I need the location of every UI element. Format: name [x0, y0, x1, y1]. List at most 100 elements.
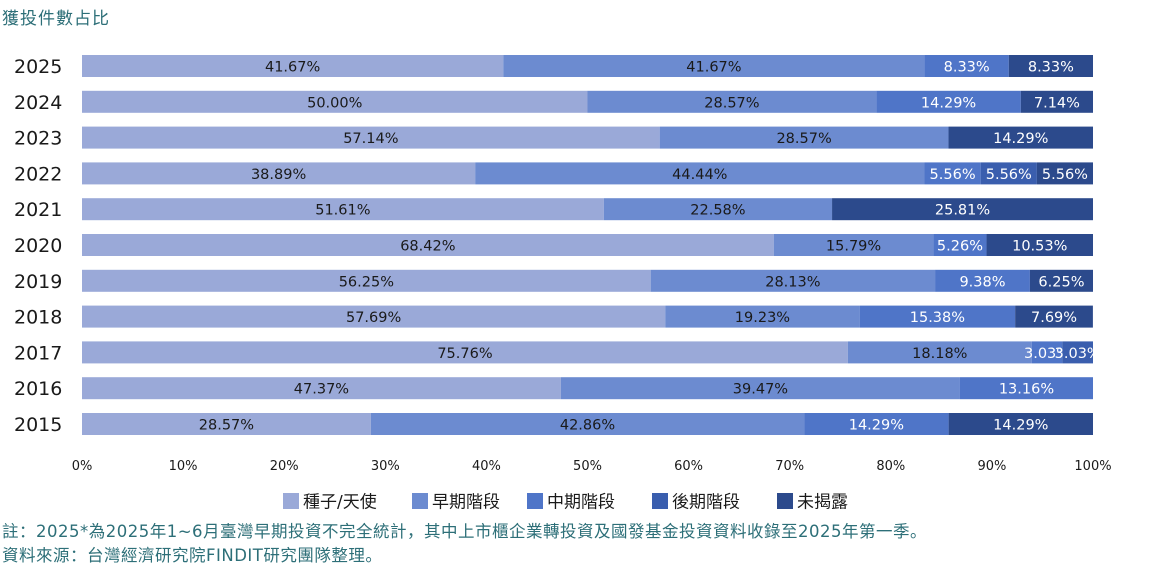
year-label-2025: 2025 — [14, 56, 62, 78]
bar-segment-2019-5 — [1029, 269, 1093, 292]
data-label-2021-1: 51.61% — [315, 203, 370, 219]
data-label-2020-2: 15.79% — [826, 239, 881, 255]
data-label-2018-3: 15.38% — [910, 310, 965, 326]
data-label-2020-3: 5.26% — [937, 239, 983, 255]
bar-segment-2022-5 — [1036, 162, 1093, 185]
data-label-2022-2: 44.44% — [672, 167, 727, 183]
data-label-2015-5: 14.29% — [993, 418, 1048, 434]
chart-title: 獲投件數占比 — [2, 9, 110, 29]
bar-segment-2024-3 — [876, 90, 1021, 113]
bar-segment-2015-2 — [370, 413, 805, 435]
data-label-2025-5: 8.33% — [1028, 60, 1074, 76]
bar-segment-2021-5 — [832, 198, 1093, 221]
year-label-2020: 2020 — [14, 235, 62, 257]
bar-segment-2018-5 — [1015, 305, 1093, 328]
bar-segment-2016-3 — [959, 377, 1093, 400]
x-tick-label: 0% — [72, 459, 93, 474]
bar-segment-2017-2 — [847, 341, 1032, 364]
data-label-2016-1: 47.37% — [294, 382, 349, 398]
x-tick-label: 10% — [169, 459, 198, 474]
data-label-2023-1: 57.14% — [343, 131, 398, 147]
data-label-2018-1: 57.69% — [346, 310, 401, 326]
data-label-2015-1: 28.57% — [199, 418, 254, 434]
bar-segment-2022-4 — [980, 162, 1037, 185]
bar-segment-2019-2 — [650, 269, 936, 292]
stacked-bar-chart: 2025 41.67% 41.67% 8.33% 8.33% 2024 50.00% 28.5… — [14, 55, 1112, 513]
data-label-2016-3: 13.16% — [999, 382, 1054, 398]
bar-segment-2020-2 — [773, 234, 934, 256]
data-label-2022-1: 38.89% — [251, 167, 306, 183]
x-tick-label: 30% — [371, 459, 400, 474]
legend-swatch-4 — [652, 493, 668, 509]
data-label-2024-2: 28.57% — [704, 95, 759, 111]
bar-segment-2018-3 — [859, 305, 1016, 328]
data-label-2019-2: 28.13% — [765, 274, 820, 290]
data-label-2025-1: 41.67% — [265, 60, 320, 76]
data-label-2022-4: 5.56% — [986, 167, 1032, 183]
x-tick-label: 80% — [876, 459, 905, 474]
bar-segment-2025-1 — [82, 55, 504, 77]
legend-swatch-3 — [527, 493, 543, 509]
legend-label-4: 後期階段 — [672, 493, 740, 513]
year-label-2019: 2019 — [14, 271, 62, 293]
legend-swatch-1 — [283, 493, 299, 509]
legend-label-3: 中期階段 — [547, 493, 615, 513]
bar-segment-2025-2 — [503, 55, 925, 77]
year-label-2023: 2023 — [14, 128, 62, 150]
data-label-2016-2: 39.47% — [733, 382, 788, 398]
x-tick-label: 40% — [472, 459, 501, 474]
bar-segment-2025-3 — [924, 55, 1009, 77]
year-label-2016: 2016 — [14, 378, 62, 400]
data-label-2018-2: 19.23% — [735, 310, 790, 326]
year-label-2021: 2021 — [14, 199, 62, 221]
bar-segment-2019-3 — [935, 269, 1030, 292]
year-label-2024: 2024 — [14, 92, 62, 114]
data-label-2017-1: 75.76% — [437, 346, 492, 362]
legend-swatch-5 — [777, 493, 793, 509]
bar-segment-2017-4 — [1062, 341, 1093, 364]
bar-segment-2023-2 — [659, 126, 949, 149]
x-tick-label: 60% — [674, 459, 703, 474]
data-source-note: 資料來源：台灣經濟研究院FINDIT研究團隊整理。 — [2, 546, 383, 565]
data-label-2018-5: 7.69% — [1031, 310, 1077, 326]
data-label-2024-5: 7.14% — [1034, 95, 1080, 111]
x-tick-label: 50% — [573, 459, 602, 474]
bar-segment-2015-3 — [804, 413, 949, 435]
bar-segment-2020-3 — [933, 234, 987, 256]
data-label-2019-1: 56.25% — [339, 274, 394, 290]
data-label-2022-3: 5.56% — [930, 167, 976, 183]
bar-segment-2017-1 — [82, 341, 848, 364]
data-label-2025-3: 8.33% — [944, 60, 990, 76]
bar-segment-2018-2 — [665, 305, 860, 328]
bar-segment-2015-5 — [948, 413, 1093, 435]
year-label-2018: 2018 — [14, 307, 62, 329]
data-label-2020-5: 10.53% — [1012, 239, 1067, 255]
bar-segment-2024-1 — [82, 90, 588, 113]
legend-label-2: 早期階段 — [432, 493, 500, 513]
bar-segment-2016-1 — [82, 377, 561, 400]
legend-label-1: 種子/天使 — [303, 492, 377, 513]
data-label-2023-5: 14.29% — [993, 131, 1048, 147]
data-label-2017-2: 18.18% — [912, 346, 967, 362]
bar-segment-2024-2 — [587, 90, 877, 113]
x-tick-label: 100% — [1074, 459, 1111, 474]
bar-segment-2022-3 — [924, 162, 981, 185]
year-label-2022: 2022 — [14, 163, 62, 185]
year-label-2015: 2015 — [14, 414, 62, 436]
data-label-2017-3: 3.03% — [1024, 346, 1070, 362]
bar-segment-2017-3 — [1031, 341, 1063, 364]
data-label-2024-1: 50.00% — [307, 95, 362, 111]
data-label-2023-2: 28.57% — [776, 131, 831, 147]
x-tick-label: 20% — [270, 459, 299, 474]
data-label-2019-3: 9.38% — [959, 274, 1005, 290]
bar-segment-2018-1 — [82, 305, 666, 328]
data-label-2019-5: 6.25% — [1038, 274, 1084, 290]
bar-segment-2015-1 — [82, 413, 371, 435]
data-label-2020-1: 68.42% — [400, 239, 455, 255]
year-label-2017: 2017 — [14, 342, 62, 364]
bar-segment-2021-1 — [82, 198, 604, 221]
data-label-2021-2: 22.58% — [690, 203, 745, 219]
legend-swatch-2 — [412, 493, 428, 509]
bar-segment-2020-1 — [82, 234, 774, 256]
data-label-2025-2: 41.67% — [686, 60, 741, 76]
